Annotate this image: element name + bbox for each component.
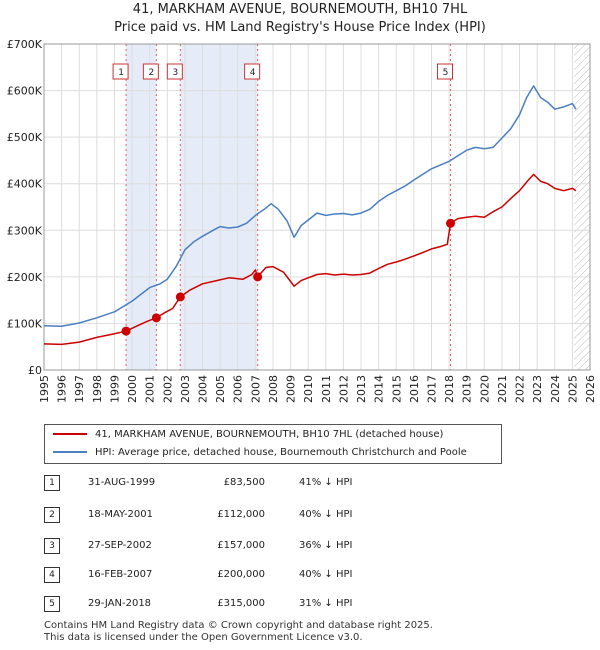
x-tick-label: 2000: [126, 375, 139, 403]
legend-label-hpi: HPI: Average price, detached house, Bour…: [95, 447, 467, 458]
y-tick-label: £700K: [7, 38, 43, 51]
x-tick-label: 2007: [249, 375, 262, 403]
shaded-range: [126, 44, 157, 370]
x-tick-label: 2023: [531, 375, 544, 403]
series-line-hpi: [43, 85, 577, 327]
footer-license: This data is licensed under the Open Gov…: [44, 632, 363, 643]
y-tick-label: £0: [28, 364, 42, 377]
shaded-range: [180, 44, 258, 370]
x-tick-label: 2004: [197, 375, 210, 403]
plot-area: [44, 44, 590, 370]
legend: 41, MARKHAM AVENUE, BOURNEMOUTH, BH10 7H…: [44, 424, 502, 464]
x-tick-label: 2001: [144, 375, 157, 403]
legend-swatch-hpi: [53, 451, 87, 453]
event-box-1: [112, 63, 129, 80]
sale-point-3: [175, 292, 185, 302]
sale-hpi-diff: 41% ↓ HPI: [299, 477, 353, 488]
x-tick-label: 2021: [496, 375, 509, 403]
x-tick-label: 1998: [91, 375, 104, 403]
x-tick-label: 2014: [373, 375, 386, 403]
sale-date: 31-AUG-1999: [88, 477, 156, 488]
sale-date: 16-FEB-2007: [88, 569, 153, 580]
event-label-5: 5: [443, 68, 449, 78]
x-tick-label: 2019: [461, 375, 474, 403]
event-label-4: 4: [250, 68, 256, 78]
x-tick-label: 2017: [425, 375, 438, 403]
legend-label-property: 41, MARKHAM AVENUE, BOURNEMOUTH, BH10 7H…: [95, 429, 444, 440]
sale-row-3: 3 27-SEP-2002 £157,000 36% ↓ HPI: [44, 538, 504, 554]
event-box-4: [244, 63, 261, 80]
x-tick-label: 2002: [161, 375, 174, 403]
plot-frame: [43, 43, 591, 371]
sale-hpi-diff: 31% ↓ HPI: [299, 598, 353, 609]
sale-price: £200,000: [217, 569, 265, 580]
sale-marker-1: 1: [44, 475, 60, 491]
sale-price: £83,500: [223, 477, 265, 488]
legend-swatch-property: [53, 433, 87, 435]
x-tick-label: 2025: [566, 375, 579, 403]
x-tick-label: 1995: [38, 375, 51, 403]
sale-row-2: 2 18-MAY-2001 £112,000 40% ↓ HPI: [44, 507, 504, 523]
x-tick-label: 2018: [443, 375, 456, 403]
x-tick-label: 2009: [285, 375, 298, 403]
series-line-property: [43, 173, 577, 346]
event-box-2: [142, 63, 159, 80]
legend-item-hpi: HPI: Average price, detached house, Bour…: [53, 445, 467, 461]
y-tick-label: £400K: [7, 178, 43, 191]
chart-title: 41, MARKHAM AVENUE, BOURNEMOUTH, BH10 7H…: [132, 2, 468, 17]
x-tick-label: 1997: [73, 375, 86, 403]
sale-price: £112,000: [217, 509, 265, 520]
sale-hpi-diff: 40% ↓ HPI: [299, 509, 353, 520]
sale-point-4: [253, 272, 263, 282]
sale-marker-3: 3: [44, 538, 60, 554]
x-tick-label: 2020: [478, 375, 491, 403]
sale-row-1: 1 31-AUG-1999 £83,500 41% ↓ HPI: [44, 475, 504, 491]
x-tick-label: 1996: [56, 375, 69, 403]
price-chart: 1 2 3 4 5 £0 £100K £200K £300K £400K £500K £600K £70…: [7, 38, 597, 403]
sale-marker-2: 2: [44, 507, 60, 523]
sale-marker-4: 4: [44, 567, 60, 583]
x-tick-label: 2011: [320, 375, 333, 403]
sale-price: £315,000: [217, 598, 265, 609]
x-tick-label: 2015: [390, 375, 403, 403]
y-tick-label: £500K: [7, 131, 43, 144]
y-tick-label: £300K: [7, 224, 43, 237]
sale-point-1: [121, 326, 131, 336]
x-tick-label: 2013: [355, 375, 368, 403]
chart-subtitle: Price paid vs. HM Land Registry's House …: [114, 20, 486, 35]
x-tick-label: 2010: [302, 375, 315, 403]
x-tick-label: 2008: [267, 375, 280, 403]
x-tick-label: 2026: [584, 375, 597, 403]
event-label-3: 3: [172, 68, 178, 78]
x-tick-label: 2006: [232, 375, 245, 403]
sale-price: £157,000: [217, 540, 265, 551]
projection-hatch: [574, 44, 590, 370]
x-tick-label: 2005: [214, 375, 227, 403]
sale-point-5: [446, 218, 456, 228]
y-tick-label: £100K: [7, 317, 43, 330]
x-tick-label: 2016: [408, 375, 421, 403]
event-box-5: [437, 63, 454, 80]
sale-point-2: [151, 313, 161, 323]
sale-date: 27-SEP-2002: [88, 540, 152, 551]
x-tick-label: 2003: [179, 375, 192, 403]
x-tick-label: 1999: [108, 375, 121, 403]
x-tick-label: 2024: [549, 375, 562, 403]
y-tick-label: £600K: [7, 85, 43, 98]
footer-copyright: Contains HM Land Registry data © Crown c…: [44, 620, 433, 631]
x-tick-label: 2012: [337, 375, 350, 403]
event-box-3: [166, 63, 183, 80]
sale-row-4: 4 16-FEB-2007 £200,000 40% ↓ HPI: [44, 567, 504, 583]
y-tick-label: £200K: [7, 271, 43, 284]
sale-date: 29-JAN-2018: [88, 598, 152, 609]
sale-date: 18-MAY-2001: [88, 509, 154, 520]
event-label-2: 2: [149, 68, 155, 78]
legend-item-property: 41, MARKHAM AVENUE, BOURNEMOUTH, BH10 7H…: [53, 427, 443, 443]
sale-marker-5: 5: [44, 596, 60, 612]
event-label-1: 1: [118, 68, 124, 78]
sale-hpi-diff: 40% ↓ HPI: [299, 569, 353, 580]
x-tick-label: 2022: [514, 375, 527, 403]
sale-row-5: 5 29-JAN-2018 £315,000 31% ↓ HPI: [44, 596, 504, 612]
sale-hpi-diff: 36% ↓ HPI: [299, 540, 353, 551]
